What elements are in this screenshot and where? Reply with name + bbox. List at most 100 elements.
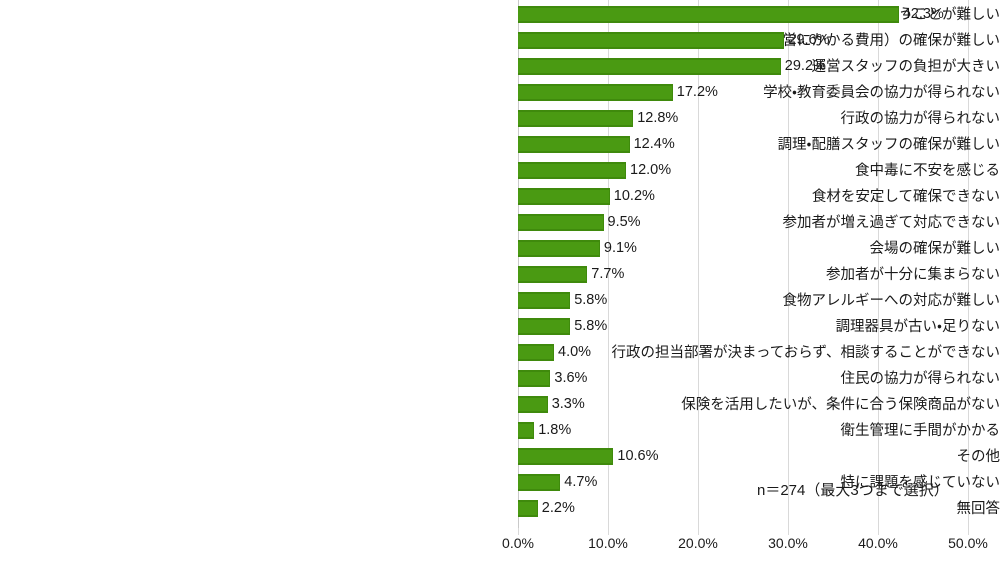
- bar-row: 無回答 2.2%: [0, 496, 1000, 522]
- bar-row: 調理・配膳スタッフの確保が難しい 12.4%: [0, 132, 1000, 158]
- bar[interactable]: [518, 6, 899, 23]
- bar-value-label: 17.2%: [676, 84, 718, 100]
- bar-value-label: 4.7%: [564, 474, 598, 490]
- category-label: 運営スタッフの負担が大きい: [811, 59, 1000, 75]
- bar-row: 住民の協力が得られない 3.6%: [0, 366, 1000, 392]
- bar-track: 3.6%: [518, 366, 1000, 392]
- bar-row: 食材を安定して確保できない 10.2%: [0, 184, 1000, 210]
- bar[interactable]: [518, 500, 538, 517]
- category-label: 調理器具が古い・足りない: [835, 319, 1000, 335]
- bar-row: 行政の協力が得られない 12.8%: [0, 106, 1000, 132]
- bar-value-label: 4.0%: [558, 344, 592, 360]
- bar[interactable]: [518, 474, 561, 491]
- bar-value-label: 1.8%: [538, 422, 572, 438]
- x-axis-tick-label: 40.0%: [858, 535, 898, 551]
- gridline-30-0: [788, 0, 789, 535]
- category-label: 行政の協力が得られない: [840, 111, 1000, 127]
- sample-size-annotation: n＝274（最大3つまで選択）: [757, 482, 949, 499]
- category-label: 住民の協力が得られない: [840, 371, 1000, 387]
- bar-track: 10.2%: [518, 184, 1000, 210]
- bar[interactable]: [518, 214, 604, 231]
- x-axis-tick-mark: [608, 528, 609, 535]
- bar-track: 4.0%: [518, 340, 1000, 366]
- bar-row: 学校・教育委員会の協力が得られない 17.2%: [0, 80, 1000, 106]
- bar[interactable]: [518, 344, 554, 361]
- bar-value-label: 10.6%: [617, 448, 659, 464]
- bar-track: 1.8%: [518, 418, 1000, 444]
- bar-row: 参加者が増え過ぎて対応できない 9.5%: [0, 210, 1000, 236]
- bar[interactable]: [518, 266, 588, 283]
- category-label: 衛生管理に手間がかかる: [840, 423, 1000, 439]
- category-label: 調理・配膳スタッフの確保が難しい: [777, 137, 1000, 153]
- bar-value-label: 29.6%: [788, 32, 830, 48]
- x-axis-tick-mark: [968, 528, 969, 535]
- bar-value-label: 29.2%: [784, 58, 826, 74]
- bar-track: 12.0%: [518, 158, 1000, 184]
- bar[interactable]: [518, 188, 610, 205]
- bar-track: 9.1%: [518, 236, 1000, 262]
- bar-value-label: 12.0%: [630, 162, 672, 178]
- bar[interactable]: [518, 318, 571, 335]
- bar-track: 10.6%: [518, 444, 1000, 470]
- category-label: 無回答: [956, 501, 1000, 517]
- x-axis: 0.0% 10.0% 20.0% 30.0% 40.0% 50.0%: [0, 528, 1000, 565]
- bar-value-label: 2.2%: [541, 500, 575, 516]
- bar-row: 食中毒に不安を感じる 12.0%: [0, 158, 1000, 184]
- bar-track: 5.8%: [518, 314, 1000, 340]
- bar-track: 29.2%: [518, 54, 1000, 80]
- category-label: 保険を活用したいが、条件に合う保険商品がない: [681, 397, 1000, 413]
- gridline-50-0: [968, 0, 969, 535]
- bar[interactable]: [518, 240, 600, 257]
- bar-track: 4.7%: [518, 470, 1000, 496]
- x-axis-tick-mark: [788, 528, 789, 535]
- category-label: 会場の確保が難しい: [869, 241, 1000, 257]
- bar-value-label: 5.8%: [574, 292, 608, 308]
- x-axis-tick-mark: [518, 528, 519, 535]
- bar-value-label: 10.2%: [613, 188, 655, 204]
- bar[interactable]: [518, 136, 630, 153]
- bar[interactable]: [518, 292, 571, 309]
- bar[interactable]: [518, 162, 626, 179]
- bar-track: 7.7%: [518, 262, 1000, 288]
- bar-value-label: 12.8%: [637, 110, 679, 126]
- category-label: 食材を安定して確保できない: [811, 189, 1000, 205]
- bar-row: 行政の担当部署が決まっておらず、相談することができない 4.0%: [0, 340, 1000, 366]
- x-axis-tick-label: 20.0%: [678, 535, 718, 551]
- bar-track: 3.3%: [518, 392, 1000, 418]
- bar[interactable]: [518, 58, 781, 75]
- bar[interactable]: [518, 370, 551, 387]
- bar[interactable]: [518, 422, 535, 439]
- bar[interactable]: [518, 84, 673, 101]
- bar-value-label: 7.7%: [591, 266, 625, 282]
- x-axis-tick-label: 30.0%: [768, 535, 808, 551]
- bar-row: 特に課題を感じていない 4.7%: [0, 470, 1000, 496]
- bar[interactable]: [518, 32, 785, 49]
- bar-row: 調理器具が古い・足りない 5.8%: [0, 314, 1000, 340]
- bar-track: 12.8%: [518, 106, 1000, 132]
- x-axis-tick-mark: [698, 528, 699, 535]
- category-label: 食中毒に不安を感じる: [855, 163, 1000, 179]
- bar-track: 9.5%: [518, 210, 1000, 236]
- bar[interactable]: [518, 448, 614, 465]
- bar[interactable]: [518, 110, 634, 127]
- bar[interactable]: [518, 396, 548, 413]
- gridline-20-0: [698, 0, 699, 535]
- bar-row: 会場の確保が難しい 9.1%: [0, 236, 1000, 262]
- x-axis-tick-label: 0.0%: [502, 535, 534, 551]
- bar-value-label: 5.8%: [574, 318, 608, 334]
- bar-row: その他 10.6%: [0, 444, 1000, 470]
- bar-row: 保険を活用したいが、条件に合う保険商品がない 3.3%: [0, 392, 1000, 418]
- gridline-40-0: [878, 0, 879, 535]
- bar-row: 運営スタッフの負担が大きい 29.2%: [0, 54, 1000, 80]
- bar-value-label: 9.5%: [607, 214, 641, 230]
- category-label: 参加者が増え過ぎて対応できない: [782, 215, 1000, 231]
- category-label: その他: [956, 449, 1000, 465]
- category-label: 参加者が十分に集まらない: [826, 267, 1000, 283]
- bar-row: 運営費（立上げ時を除いた普段の運営にかかる費用）の確保が難しい29.6%: [0, 28, 1000, 54]
- category-label: 行政の担当部署が決まっておらず、相談することができない: [611, 345, 1000, 361]
- category-label: 食物アレルギーへの対応が難しい: [782, 293, 1000, 309]
- bar-value-label: 3.3%: [551, 396, 585, 412]
- category-label: 特に課題を感じていない: [840, 475, 1000, 491]
- bar-value-label: 12.4%: [633, 136, 675, 152]
- bar-track: 42.3%: [518, 2, 1000, 28]
